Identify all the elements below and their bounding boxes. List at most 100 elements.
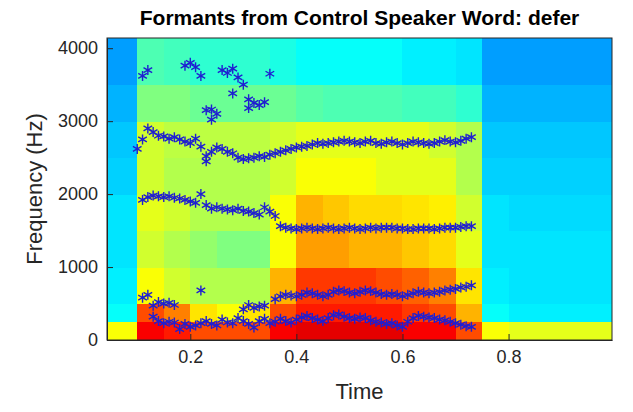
spectrogram-cell xyxy=(190,121,217,158)
spectrogram-cell xyxy=(349,231,376,268)
spectrogram-cell xyxy=(402,85,429,122)
spectrogram-cell xyxy=(509,322,536,340)
spectrogram-cell xyxy=(562,194,612,231)
formant-series xyxy=(149,309,476,334)
spectrogram-cell xyxy=(107,121,138,158)
spectrogram-cell xyxy=(402,38,429,85)
tick-mark xyxy=(107,194,113,195)
formant-point xyxy=(207,115,216,125)
spectrogram-cell xyxy=(509,194,536,231)
tick-mark xyxy=(402,334,403,340)
spectrogram-cell xyxy=(270,85,297,122)
spectrogram-cell xyxy=(107,85,138,122)
tick-label: 0.8 xyxy=(497,347,522,367)
spectrogram-cell xyxy=(429,231,456,268)
spectrogram-cell xyxy=(270,38,297,85)
spectrogram-cell xyxy=(509,304,536,323)
spectrogram-cell xyxy=(402,158,429,195)
spectrogram-cell xyxy=(190,231,217,268)
spectrogram-cell xyxy=(107,322,138,340)
spectrogram-cell xyxy=(376,158,403,195)
formant-point xyxy=(149,127,158,137)
spectrogram-cell xyxy=(137,38,164,85)
plot-area xyxy=(107,38,612,340)
spectrogram-cell xyxy=(456,231,483,268)
chart-title: Formants from Control Speaker Word: defe… xyxy=(140,6,580,29)
spectrogram-cell xyxy=(535,304,562,323)
spectrogram-cell xyxy=(535,121,562,158)
formant-point xyxy=(255,210,264,220)
formant-point xyxy=(197,189,206,199)
spectrogram-cell xyxy=(456,158,483,195)
spectrogram-cell xyxy=(323,231,350,268)
spectrogram-cell xyxy=(535,85,562,122)
formant-point xyxy=(419,223,428,233)
spectrogram xyxy=(107,38,612,340)
tick-label: 4000 xyxy=(58,38,98,58)
tick-mark xyxy=(107,340,113,341)
tick: 2000 xyxy=(58,184,113,204)
spectrogram-cell xyxy=(376,121,403,158)
spectrogram-cell xyxy=(535,38,562,85)
spectrogram-cell xyxy=(164,121,191,158)
spectrogram-cell xyxy=(164,85,191,122)
spectrogram-cell xyxy=(482,267,509,304)
tick-mark xyxy=(107,48,113,49)
formant-point xyxy=(212,109,221,119)
tick: 0.2 xyxy=(178,334,203,367)
formant-point xyxy=(271,211,280,221)
formant-point xyxy=(138,71,147,81)
formant-point xyxy=(467,132,476,142)
spectrogram-cell xyxy=(509,231,536,268)
spectrogram-cell xyxy=(296,38,323,85)
spectrogram-cell xyxy=(482,194,509,231)
spectrogram-cell xyxy=(243,158,270,195)
tick-label: 0.2 xyxy=(178,347,203,367)
spectrogram-cell xyxy=(217,158,244,195)
formant-point xyxy=(228,88,237,98)
spectrogram-cell xyxy=(107,158,138,195)
formant-point xyxy=(202,200,211,210)
spectrogram-cell xyxy=(137,121,164,158)
spectrogram-cell xyxy=(296,121,323,158)
tick-mark xyxy=(107,267,113,268)
formant-point xyxy=(446,223,455,233)
spectrogram-cell xyxy=(509,267,536,304)
formant-point xyxy=(228,64,237,74)
tick-mark xyxy=(107,121,113,122)
spectrogram-cell xyxy=(509,85,536,122)
tick: 0.6 xyxy=(390,334,415,367)
formant-point xyxy=(133,144,142,154)
plot-frame xyxy=(107,38,612,340)
spectrogram-cell xyxy=(562,304,612,323)
spectrogram-cell xyxy=(535,322,562,340)
spectrogram-cell xyxy=(323,158,350,195)
x-axis-title: Time xyxy=(335,379,383,404)
spectrogram-cell xyxy=(429,158,456,195)
spectrogram-cell xyxy=(217,231,244,268)
tick-mark xyxy=(509,334,510,340)
spectrogram-cell xyxy=(243,38,270,85)
tick-label: 0.4 xyxy=(284,347,309,367)
spectrogram-cell xyxy=(190,38,217,85)
formant-point xyxy=(403,224,412,234)
spectrogram-cell xyxy=(509,38,536,85)
axis-line xyxy=(107,39,108,341)
formant-point xyxy=(144,123,153,133)
formant-point xyxy=(403,317,412,327)
formant-point xyxy=(377,223,386,233)
spectrogram-cell xyxy=(164,38,191,85)
formant-point xyxy=(234,72,243,82)
spectrogram-cell xyxy=(217,267,244,304)
spectrogram-cell xyxy=(164,158,191,195)
spectrogram-cell xyxy=(270,158,297,195)
formant-point xyxy=(266,69,275,79)
spectrogram-cell xyxy=(296,231,323,268)
formant-point xyxy=(239,80,248,90)
spectrogram-cell xyxy=(456,304,483,323)
tick: 0 xyxy=(88,330,113,350)
spectrogram-cell xyxy=(562,121,612,158)
formant-point xyxy=(441,223,450,233)
spectrogram-cell xyxy=(323,85,350,122)
y-axis-title: Frequency (Hz) xyxy=(22,113,47,265)
